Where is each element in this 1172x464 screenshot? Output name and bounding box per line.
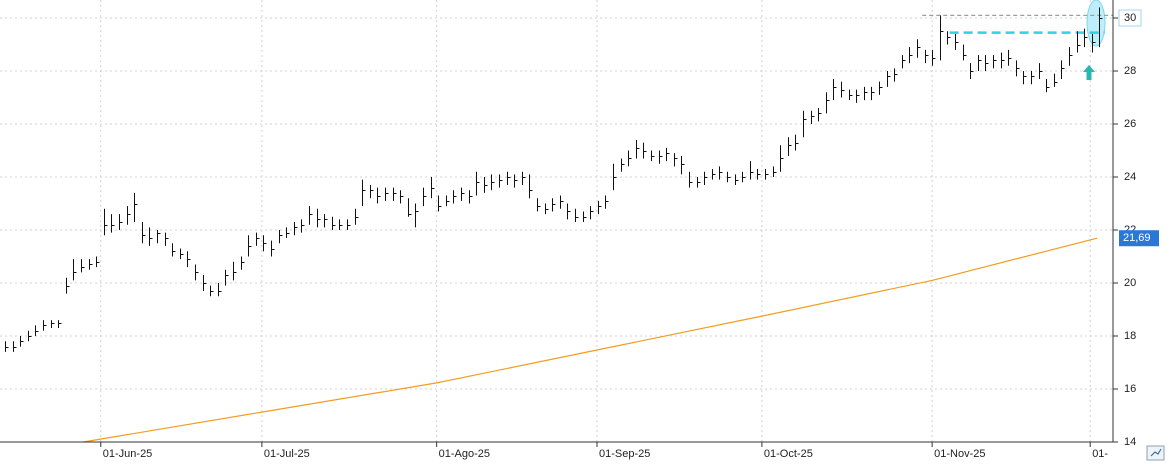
y-tick-label: 20	[1124, 277, 1136, 289]
x-tick-label: 01-Nov-25	[934, 448, 985, 460]
annotations	[922, 0, 1113, 80]
moving-average-line	[83, 237, 1098, 443]
x-tick-label: 01-Jul-25	[264, 448, 310, 460]
x-axis-panel	[0, 442, 1172, 464]
highlight-ellipse	[1086, 0, 1106, 47]
y-tick-label: 26	[1124, 118, 1136, 130]
x-tick-label: 01-Sep-25	[599, 448, 650, 460]
corner-icon	[1150, 448, 1162, 457]
y-tick-label: 16	[1124, 383, 1136, 395]
last-price-tag	[1118, 9, 1142, 27]
y-tick-label: 14	[1124, 436, 1136, 448]
x-tick-label: 01-Oct-25	[764, 448, 813, 460]
y-tick-label: 30	[1124, 12, 1136, 24]
x-tick-label: 01-Ago-25	[439, 448, 490, 460]
y-tick-label: 24	[1124, 171, 1136, 183]
grid	[0, 0, 1113, 443]
x-tick-label: 01-Jun-25	[103, 448, 153, 460]
y-tick-label: 28	[1124, 65, 1136, 77]
y-axis-panel	[1113, 0, 1172, 442]
x-tick-label: 01-	[1092, 448, 1108, 460]
ma-value-tag	[1119, 230, 1159, 247]
y-tick-label: 18	[1124, 330, 1136, 342]
series	[5, 7, 1103, 443]
ma-value-label: 21,69	[1123, 232, 1151, 244]
up-arrow	[1083, 65, 1095, 80]
